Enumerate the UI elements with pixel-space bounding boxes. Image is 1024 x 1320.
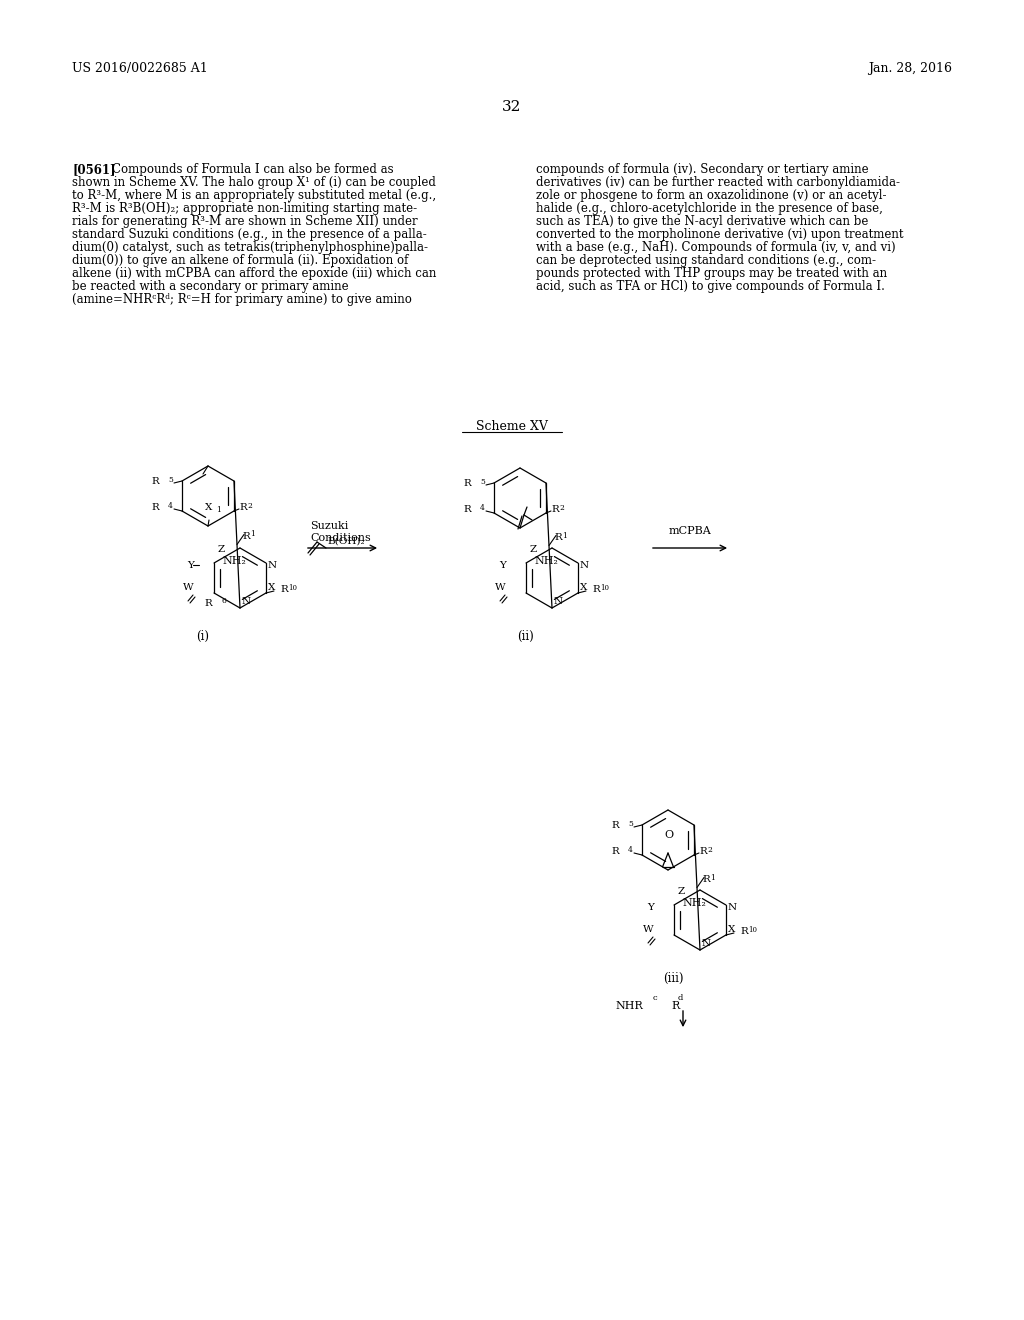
Text: R: R — [242, 532, 250, 541]
Text: 10: 10 — [748, 927, 757, 935]
Text: Scheme XV: Scheme XV — [476, 420, 548, 433]
Text: dium(0)) to give an alkene of formula (ii). Epoxidation of: dium(0)) to give an alkene of formula (i… — [72, 253, 409, 267]
Text: R: R — [463, 506, 471, 515]
Text: alkene (ii) with mCPBA can afford the epoxide (iii) which can: alkene (ii) with mCPBA can afford the ep… — [72, 267, 436, 280]
Text: R: R — [671, 1001, 679, 1011]
Text: dium(0) catalyst, such as tetrakis(triphenylphosphine)palla-: dium(0) catalyst, such as tetrakis(triph… — [72, 242, 428, 253]
Text: Z: Z — [678, 887, 685, 896]
Text: acid, such as TFA or HCl) to give compounds of Formula I.: acid, such as TFA or HCl) to give compou… — [536, 280, 885, 293]
Text: [0561]: [0561] — [72, 162, 116, 176]
Text: 2: 2 — [707, 846, 712, 854]
Text: R: R — [592, 586, 600, 594]
Text: R: R — [551, 506, 559, 515]
Text: Z: Z — [218, 545, 225, 554]
Text: NH₂: NH₂ — [682, 898, 706, 908]
Text: 4: 4 — [168, 502, 173, 510]
Text: d: d — [678, 994, 683, 1002]
Text: Suzuki: Suzuki — [310, 521, 348, 531]
Text: N: N — [580, 561, 589, 569]
Text: 32: 32 — [503, 100, 521, 114]
Text: 1: 1 — [250, 531, 255, 539]
Text: Jan. 28, 2016: Jan. 28, 2016 — [868, 62, 952, 75]
Text: 1: 1 — [710, 874, 715, 882]
Text: X: X — [580, 583, 588, 593]
Text: R: R — [239, 503, 247, 512]
Text: 5: 5 — [480, 478, 485, 486]
Text: shown in Scheme XV. The halo group X¹ of (i) can be coupled: shown in Scheme XV. The halo group X¹ of… — [72, 176, 436, 189]
Text: R: R — [463, 479, 471, 488]
Text: (ii): (ii) — [517, 630, 534, 643]
Text: R: R — [152, 478, 159, 487]
Text: 5: 5 — [628, 820, 633, 828]
Text: 10: 10 — [600, 583, 609, 591]
Text: pounds protected with THP groups may be treated with an: pounds protected with THP groups may be … — [536, 267, 887, 280]
Text: rials for generating R³-M are shown in Scheme XII) under: rials for generating R³-M are shown in S… — [72, 215, 418, 228]
Text: R: R — [280, 586, 288, 594]
Text: (iii): (iii) — [663, 972, 683, 985]
Text: Z: Z — [529, 545, 537, 554]
Text: N: N — [268, 561, 278, 569]
Text: X: X — [268, 583, 275, 593]
Text: with a base (e.g., NaH). Compounds of formula (iv, v, and vi): with a base (e.g., NaH). Compounds of fo… — [536, 242, 896, 253]
Text: US 2016/0022685 A1: US 2016/0022685 A1 — [72, 62, 208, 75]
Text: to R³-M, where M is an appropriately substituted metal (e.g.,: to R³-M, where M is an appropriately sub… — [72, 189, 436, 202]
Text: NHR: NHR — [615, 1001, 643, 1011]
Text: R: R — [702, 875, 710, 884]
Text: R: R — [152, 503, 159, 512]
Text: (i): (i) — [197, 630, 210, 643]
Text: R³-M is R³B(OH)₂; appropriate non-limiting starting mate-: R³-M is R³B(OH)₂; appropriate non-limiti… — [72, 202, 417, 215]
Text: R: R — [554, 533, 562, 543]
Text: R: R — [699, 847, 707, 857]
Text: 2: 2 — [247, 502, 252, 510]
Text: W: W — [643, 925, 654, 935]
Text: N: N — [242, 597, 251, 606]
Text: 6: 6 — [222, 597, 227, 605]
Text: W: W — [183, 583, 194, 593]
Text: 2: 2 — [559, 504, 564, 512]
Text: converted to the morpholinone derivative (vi) upon treatment: converted to the morpholinone derivative… — [536, 228, 903, 242]
Text: 4: 4 — [628, 846, 633, 854]
Text: NH₂: NH₂ — [535, 556, 558, 566]
Text: X: X — [206, 503, 213, 512]
Text: halide (e.g., chloro-acetylchloride in the presence of base,: halide (e.g., chloro-acetylchloride in t… — [536, 202, 883, 215]
Text: N: N — [554, 597, 563, 606]
Text: X: X — [728, 925, 735, 935]
Text: N: N — [702, 939, 711, 948]
Text: B(OH)₂: B(OH)₂ — [327, 536, 365, 545]
Text: such as TEA) to give the N-acyl derivative which can be: such as TEA) to give the N-acyl derivati… — [536, 215, 868, 228]
Text: R: R — [611, 821, 620, 830]
Text: can be deprotected using standard conditions (e.g., com-: can be deprotected using standard condit… — [536, 253, 876, 267]
Text: N: N — [728, 903, 737, 912]
Text: O: O — [665, 830, 674, 840]
Text: 1: 1 — [216, 506, 221, 513]
Text: (amine=NHRᶜRᵈ; Rᶜ=H for primary amine) to give amino: (amine=NHRᶜRᵈ; Rᶜ=H for primary amine) t… — [72, 293, 412, 306]
Text: derivatives (iv) can be further reacted with carbonyldiamida-: derivatives (iv) can be further reacted … — [536, 176, 900, 189]
Text: 4: 4 — [480, 504, 485, 512]
Text: Y: Y — [499, 561, 506, 569]
Text: R: R — [204, 598, 212, 607]
Text: Conditions: Conditions — [310, 533, 371, 543]
Text: Y: Y — [647, 903, 654, 912]
Text: zole or phosgene to form an oxazolidinone (v) or an acetyl-: zole or phosgene to form an oxazolidinon… — [536, 189, 887, 202]
Text: compounds of formula (iv). Secondary or tertiary amine: compounds of formula (iv). Secondary or … — [536, 162, 868, 176]
Text: be reacted with a secondary or primary amine: be reacted with a secondary or primary a… — [72, 280, 348, 293]
Text: R: R — [740, 928, 748, 936]
Text: Y: Y — [187, 561, 194, 569]
Text: R: R — [611, 847, 620, 857]
Text: 10: 10 — [288, 583, 297, 591]
Text: NH₂: NH₂ — [222, 556, 246, 566]
Text: Compounds of Formula I can also be formed as: Compounds of Formula I can also be forme… — [112, 162, 393, 176]
Text: 5: 5 — [168, 477, 173, 484]
Text: c: c — [653, 994, 657, 1002]
Text: standard Suzuki conditions (e.g., in the presence of a palla-: standard Suzuki conditions (e.g., in the… — [72, 228, 427, 242]
Text: W: W — [496, 583, 506, 593]
Text: mCPBA: mCPBA — [669, 525, 712, 536]
Text: 1: 1 — [562, 532, 567, 540]
